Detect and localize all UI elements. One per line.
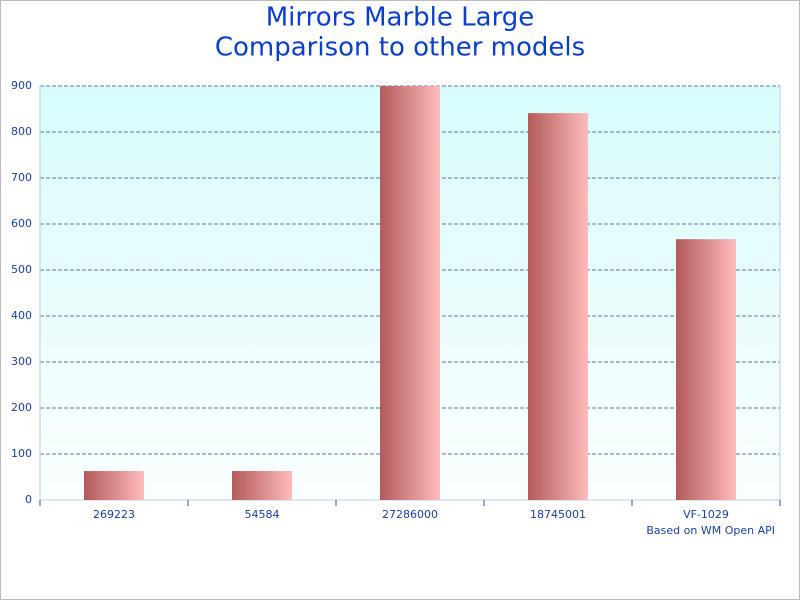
y-tick-label: 0	[25, 493, 32, 506]
y-tick-label: 700	[11, 171, 32, 184]
y-tick-label: 100	[11, 447, 32, 460]
x-tick-label: 18745001	[530, 508, 586, 521]
y-tick-label: 400	[11, 309, 32, 322]
y-tick-label: 900	[11, 79, 32, 92]
source-note: Based on WM Open API	[646, 524, 775, 537]
x-tick-label: 269223	[93, 508, 135, 521]
chart-title: Mirrors Marble Large	[266, 3, 535, 33]
x-tick-label: 54584	[245, 508, 280, 521]
bar	[380, 86, 440, 500]
chart-subtitle: Comparison to other models	[215, 33, 585, 63]
bar	[528, 113, 588, 500]
x-tick-label: VF-1029	[683, 508, 729, 521]
y-tick-label: 600	[11, 217, 32, 230]
bar	[676, 239, 736, 500]
y-tick-label: 500	[11, 263, 32, 276]
x-tick-label: 27286000	[382, 508, 438, 521]
y-tick-label: 200	[11, 401, 32, 414]
bar	[232, 471, 292, 500]
y-tick-label: 800	[11, 125, 32, 138]
bar	[84, 471, 144, 500]
y-tick-label: 300	[11, 355, 32, 368]
